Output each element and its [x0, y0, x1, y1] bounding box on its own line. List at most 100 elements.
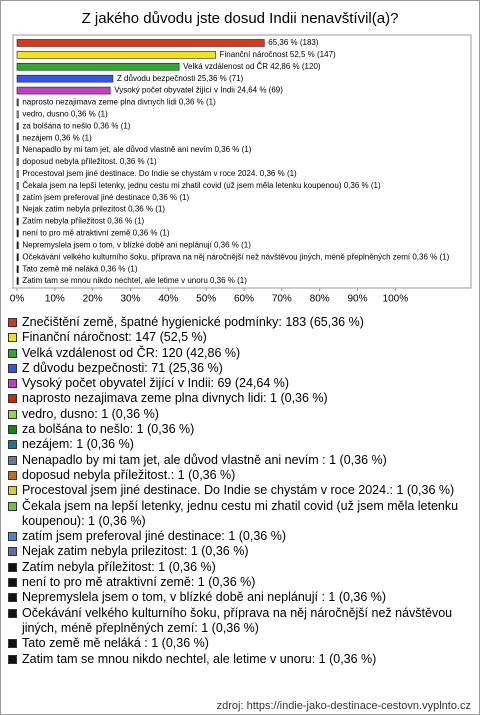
legend-swatch	[8, 394, 17, 404]
legend-label: Procestoval jsem jiné destinace. Do Indi…	[22, 483, 455, 498]
legend-item: není to pro mě atraktivní země: 1 (0,36 …	[7, 575, 469, 590]
legend-swatch	[8, 532, 17, 542]
legend-swatch	[8, 486, 17, 496]
chart: Z jakého důvodu jste dosud Indii nenavšt…	[10, 10, 472, 305]
legend-item: Očekávání velkého kulturního šoku, přípr…	[7, 606, 469, 637]
legend-label: Znečištění země, špatné hygienické podmí…	[22, 315, 364, 329]
bar	[16, 158, 19, 166]
legend-item: naprosto nezajimava zeme plna divnych li…	[7, 391, 469, 406]
bar	[16, 62, 180, 71]
bar	[16, 39, 265, 47]
value-label: Zatim tam se mnou nikdo nechtel, ale let…	[22, 276, 247, 285]
value-label: zatím jsem preferoval jiné destinace 0,3…	[22, 193, 189, 202]
legend-label: Nejak zatim nebyla prilezitost: 1 (0,36 …	[22, 544, 249, 559]
legend-item: Znečištění země, špatné hygienické podmí…	[7, 315, 469, 330]
legend-swatch	[8, 578, 17, 588]
legend-label: Vysoký počet obyvatel žijící v Indii: 69…	[22, 376, 290, 391]
legend-label: Finanční náročnost: 147 (52,5 %)	[22, 330, 207, 345]
legend-label: Zatim tam se mnou nikdo nechtel, ale let…	[22, 651, 377, 666]
legend-label: Z důvodu bezpečnosti: 71 (25,36 %)	[22, 360, 223, 375]
value-label: není to pro mě atraktivní země 0,36 % (1…	[22, 229, 170, 238]
legend-item: zatím jsem preferoval jiné destinace: 1 …	[7, 529, 469, 544]
x-tick-label: 90%	[347, 294, 367, 305]
legend-item: Z důvodu bezpečnosti: 71 (25,36 %)	[7, 361, 469, 376]
legend-swatch	[8, 501, 17, 511]
value-label: vedro, dusno 0,36 % (1)	[22, 109, 108, 118]
bar	[16, 182, 19, 190]
legend-label: nezájem: 1 (0,36 %)	[22, 437, 134, 452]
value-label: Finanční náročnost 52,5 % (147)	[220, 50, 336, 59]
bar	[16, 74, 114, 83]
x-tick-label: 0%	[10, 294, 25, 305]
x-tick-label: 70%	[272, 294, 292, 305]
bar	[16, 110, 19, 119]
legend-item: nezájem: 1 (0,36 %)	[7, 437, 469, 452]
legend-item: Zatim tam se mnou nikdo nechtel, ale let…	[7, 652, 469, 667]
x-tick-label: 50%	[196, 294, 216, 305]
x-tick-label: 20%	[83, 294, 103, 305]
legend-swatch	[8, 425, 17, 435]
x-tick-label: 40%	[158, 294, 178, 305]
legend-swatch	[8, 547, 17, 557]
value-label: Procestoval jsem jiné destinace. Do Indi…	[22, 169, 297, 178]
bar	[16, 193, 19, 202]
legend-label: za bolšána to nešlo: 1 (0,36 %)	[22, 422, 195, 437]
source: zdroj: https://indie-jako-destinace-cest…	[216, 700, 471, 712]
legend-item: Tato země mě neláká : 1 (0,36 %)	[7, 636, 469, 651]
legend-swatch	[8, 333, 17, 343]
bar	[16, 170, 19, 178]
bar	[16, 51, 216, 59]
legend-label: doposud nebyla příležitost.: 1 (0,36 %)	[22, 467, 236, 482]
legend-swatch	[8, 639, 17, 649]
plot-frame	[12, 34, 472, 289]
value-label: naprosto nezajimava zeme plna divnych li…	[22, 98, 216, 107]
legend-item: Nenapadlo by mi tam jet, ale důvod vlast…	[7, 453, 469, 468]
chart-title: Z jakého důvodu jste dosud Indii nenavšt…	[82, 10, 399, 27]
value-label: Velká vzdálenost od ČR 42,86 % (120)	[183, 62, 321, 71]
bar	[16, 86, 111, 95]
x-tick-label: 10%	[45, 294, 65, 305]
x-tick-label: 60%	[234, 294, 254, 305]
legend-label: Nepremyslela jsem o tom, v blízké době a…	[22, 590, 387, 605]
legend-swatch	[8, 654, 17, 664]
value-label: Z důvodu bezpečnosti 25,36 % (71)	[117, 74, 244, 83]
legend-item: Nepremyslela jsem o tom, v blízké době a…	[7, 590, 469, 605]
value-label: 65,36 % (183)	[268, 38, 319, 47]
x-tick-label: 30%	[120, 294, 140, 305]
legend-item: Finanční náročnost: 147 (52,5 %)	[7, 330, 469, 345]
legend-item: Procestoval jsem jiné destinace. Do Indi…	[7, 483, 469, 498]
value-label: Vysoký počet obyvatel žijící v Indii 24,…	[114, 86, 283, 95]
bar	[16, 98, 19, 107]
legend-swatch	[8, 379, 17, 389]
legend-label: Očekávání velkého kulturního šoku, přípr…	[22, 605, 453, 635]
value-label: doposud nebyla příležitost. 0,36 % (1)	[22, 157, 157, 166]
legend-label: není to pro mě atraktivní země: 1 (0,36 …	[22, 575, 256, 590]
legend-label: Velká vzdálenost od ČR: 120 (42,86 %)	[22, 345, 241, 360]
legend-item: Vysoký počet obyvatel žijící v Indii: 69…	[7, 376, 469, 391]
legend-item: doposud nebyla příležitost.: 1 (0,36 %)	[7, 468, 469, 483]
legend-item: za bolšána to nešlo: 1 (0,36 %)	[7, 422, 469, 437]
legend-label: Nenapadlo by mi tam jet, ale důvod vlast…	[22, 452, 387, 467]
bar	[16, 205, 19, 214]
value-label: Nenapadlo by mi tam jet, ale důvod vlast…	[22, 145, 251, 154]
legend-label: zatím jsem preferoval jiné destinace: 1 …	[22, 529, 287, 544]
legend-swatch	[8, 470, 17, 480]
value-label: Nepremyslela jsem o tom, v blízké době a…	[22, 240, 251, 249]
legend-swatch	[8, 409, 17, 419]
bar	[16, 122, 19, 131]
legend-label: vedro, dusno: 1 (0,36 %)	[22, 406, 159, 421]
bar	[16, 217, 19, 226]
legend-label: naprosto nezajimava zeme plna divnych li…	[22, 391, 328, 406]
legend-swatch	[8, 440, 17, 450]
value-label: Zatím nebyla příležitost 0,36 % (1)	[22, 217, 144, 226]
x-tick-label: 100%	[383, 294, 409, 305]
value-label: Očekávání velkého kulturního šoku, přípr…	[22, 252, 449, 261]
bar	[16, 253, 19, 262]
legend-item: Velká vzdálenost od ČR: 120 (42,86 %)	[7, 346, 469, 361]
legend-label: Tato země mě neláká : 1 (0,36 %)	[22, 636, 209, 651]
legend-swatch	[8, 318, 17, 327]
legend-item: Čekala jsem na lepší letenky, jednu cest…	[7, 499, 469, 530]
value-label: Nejak zatim nebyla prilezitost 0,36 % (1…	[22, 205, 165, 214]
bar	[16, 241, 19, 250]
value-label: Tato země mě neláká 0,36 % (1)	[22, 264, 138, 273]
